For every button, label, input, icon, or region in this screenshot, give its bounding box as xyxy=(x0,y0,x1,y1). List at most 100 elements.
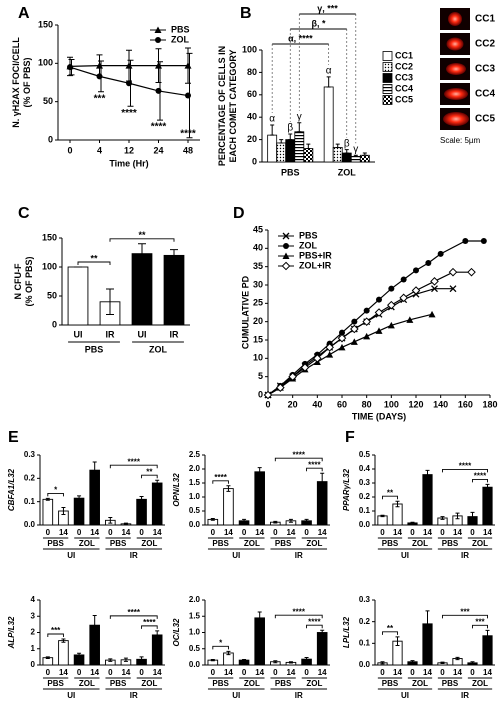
y-axis-label: EACH COMET CATEGORY xyxy=(228,49,238,162)
legend-marker xyxy=(281,261,291,271)
significance: ** xyxy=(90,253,98,263)
legend-swatch xyxy=(382,84,393,94)
comet-label: CC3 xyxy=(475,64,495,75)
x-tick-label: 0 xyxy=(273,668,278,677)
significance-bracket xyxy=(109,615,158,619)
supergroup-label: IR xyxy=(295,691,303,700)
significance: **** xyxy=(293,450,306,459)
significance-bracket xyxy=(141,625,158,629)
marker xyxy=(326,351,334,358)
x-tick-label: 0 xyxy=(410,668,415,677)
error-bar xyxy=(210,518,215,521)
marker xyxy=(467,267,476,277)
error-bar xyxy=(455,656,460,661)
x-tick-label: 0 xyxy=(380,668,385,677)
marker xyxy=(325,343,334,352)
x-tick-label: 0 xyxy=(242,668,247,677)
group-label: ZOL xyxy=(472,539,488,548)
group-label: ZOL xyxy=(141,679,157,688)
significance: *** xyxy=(51,626,61,635)
x-tick-label: 0 xyxy=(108,528,113,537)
y-tick-label: 0.4 xyxy=(359,464,371,473)
y-tick-label: 50 xyxy=(43,96,53,106)
marker xyxy=(339,329,345,336)
error-bar xyxy=(61,507,66,515)
x-tick-label: 14 xyxy=(483,668,492,677)
significance: **** xyxy=(121,108,137,119)
y-tick-label: 0.2 xyxy=(24,473,36,482)
x-tick-label: 14 xyxy=(286,668,295,677)
comparison-label: α, **** xyxy=(288,33,313,43)
marker xyxy=(411,286,421,295)
error-bar xyxy=(45,497,50,501)
y-axis-label: N. γH2AX FOCI/CELL xyxy=(11,37,21,128)
x-tick-label: 14 xyxy=(153,528,162,537)
error-bar xyxy=(326,76,331,88)
legend-marker xyxy=(282,252,290,259)
y-axis-label: LPL/L32 xyxy=(342,616,351,648)
legend-label: CC3 xyxy=(395,72,413,82)
x-tick-label: 0 xyxy=(242,528,247,537)
significance: * xyxy=(219,638,223,647)
bar xyxy=(377,515,388,526)
bar xyxy=(223,488,234,526)
significance: **** xyxy=(214,473,227,482)
significance-bracket xyxy=(274,614,323,619)
y-tick-label: 40 xyxy=(247,112,257,122)
significance-bracket xyxy=(472,478,488,483)
significance-bracket xyxy=(382,631,398,635)
y-tick-label: 100 xyxy=(42,261,57,271)
y-tick-label: 0.1 xyxy=(359,638,371,647)
group-label: PBS xyxy=(110,679,127,688)
y-tick-label: 0.0 xyxy=(189,660,201,669)
y-tick-label: 0 xyxy=(258,389,263,399)
legend-label: ZOL xyxy=(171,34,189,44)
y-tick-label: 0.3 xyxy=(359,478,371,487)
group-label: ZOL xyxy=(244,679,260,688)
significance: ** xyxy=(138,230,146,240)
group-label: ZOL xyxy=(412,539,428,548)
x-tick-label: 14 xyxy=(453,668,462,677)
bar xyxy=(350,155,361,163)
error-bar xyxy=(45,656,50,659)
scale-label: Scale: 5µm xyxy=(440,136,481,145)
bar xyxy=(276,142,287,163)
marker xyxy=(425,260,432,266)
y-tick-label: 1.0 xyxy=(189,628,201,637)
group-label: PBS xyxy=(382,679,399,688)
x-tick-label: 14 xyxy=(90,668,99,677)
bar xyxy=(323,86,334,163)
x-tick-label: 14 xyxy=(59,528,68,537)
legend-marker xyxy=(154,26,162,33)
x-tick-label: 14 xyxy=(423,528,432,537)
panel-letter: B xyxy=(240,5,252,22)
x-tick-label: 0 xyxy=(211,668,216,677)
x-tick-label: 0 xyxy=(77,668,82,677)
marker xyxy=(338,343,346,351)
group-label: PBS xyxy=(275,679,292,688)
error-bar xyxy=(210,658,215,662)
marker xyxy=(363,307,370,314)
legend-marker xyxy=(155,37,161,43)
y-tick-label: 1.5 xyxy=(189,611,201,620)
x-tick-label: 0 xyxy=(108,668,113,677)
significance-bracket xyxy=(306,624,323,629)
x-tick-label: 14 xyxy=(318,668,327,677)
supergroup-label: UI xyxy=(67,691,75,700)
x-tick-label: 14 xyxy=(121,668,130,677)
bar xyxy=(131,253,153,326)
legend-label: CC4 xyxy=(395,83,413,93)
y-tick-label: 0.3 xyxy=(24,450,36,459)
significance: *** xyxy=(94,93,106,104)
supergroup-label: IR xyxy=(130,691,138,700)
legend-swatch xyxy=(382,73,393,83)
marker xyxy=(313,354,322,363)
significance-bracket xyxy=(77,261,111,265)
error-bar xyxy=(344,149,349,154)
error-bar xyxy=(226,485,231,492)
significance-bracket xyxy=(382,495,398,500)
supergroup-label: UI xyxy=(232,691,240,700)
comet-blob xyxy=(443,112,469,126)
group-label: PBS xyxy=(212,539,229,548)
supergroup-label: UI xyxy=(401,551,409,560)
